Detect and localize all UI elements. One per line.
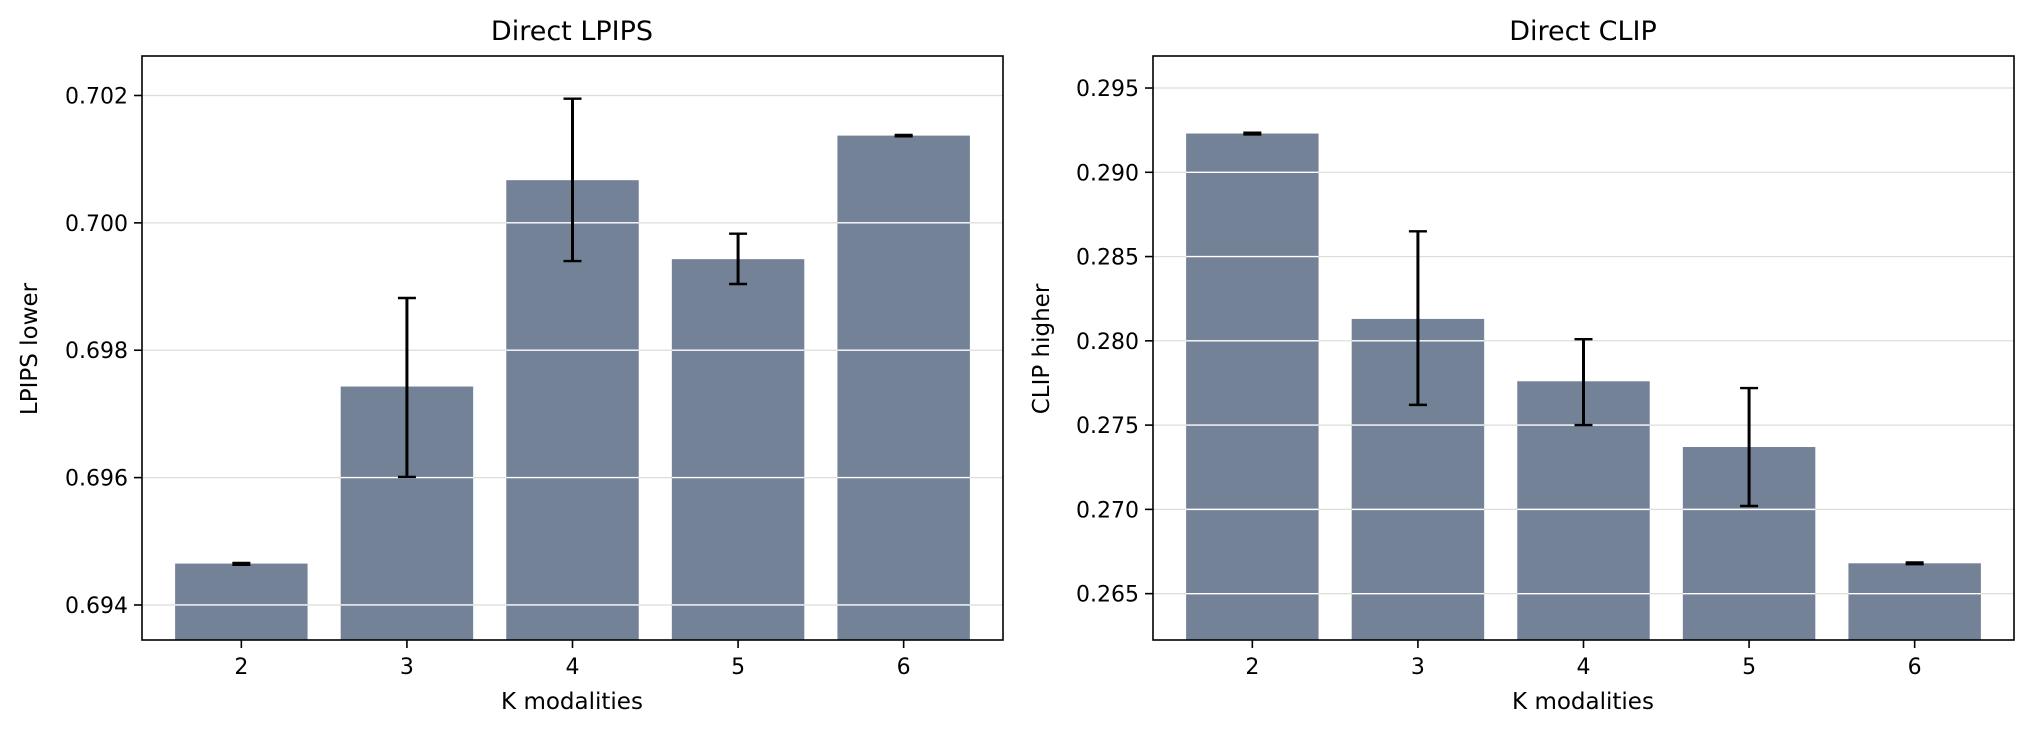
y-tick-label: 0.698 bbox=[65, 339, 128, 364]
error-bar bbox=[232, 561, 251, 567]
bar bbox=[671, 259, 805, 640]
x-tick-label: 2 bbox=[1245, 655, 1259, 680]
x-axis-label: K modalities bbox=[501, 689, 643, 715]
y-tick-label: 0.280 bbox=[1076, 330, 1139, 355]
bar bbox=[1186, 133, 1319, 640]
y-tick-label: 0.702 bbox=[65, 84, 128, 109]
bar bbox=[1848, 563, 1981, 640]
y-tick-label: 0.700 bbox=[65, 212, 128, 237]
y-tick-label: 0.265 bbox=[1076, 583, 1139, 608]
x-tick-label: 3 bbox=[400, 655, 414, 680]
x-tick-label: 3 bbox=[1411, 655, 1425, 680]
error-bar bbox=[1243, 131, 1262, 136]
error-bar bbox=[1740, 386, 1759, 508]
error-bar bbox=[729, 232, 748, 286]
x-tick-label: 4 bbox=[1577, 655, 1591, 680]
x-tick-label: 6 bbox=[1908, 655, 1922, 680]
y-axis-label: LPIPS lower bbox=[17, 282, 43, 415]
x-tick-label: 2 bbox=[234, 655, 248, 680]
x-tick-label: 5 bbox=[731, 655, 745, 680]
y-tick-label: 0.270 bbox=[1076, 498, 1139, 523]
x-tick-label: 4 bbox=[566, 655, 580, 680]
error-bar bbox=[1408, 230, 1427, 407]
chart-panel-clip: Direct CLIP K modalities CLIP higher 0.2… bbox=[1029, 16, 2015, 715]
error-bar bbox=[563, 97, 582, 263]
y-tick-label: 0.295 bbox=[1076, 77, 1139, 102]
y-tick-label: 0.696 bbox=[65, 467, 128, 492]
y-tick-label: 0.275 bbox=[1076, 414, 1139, 439]
error-bar bbox=[1905, 561, 1924, 566]
bar bbox=[837, 135, 970, 640]
y-tick-label: 0.290 bbox=[1076, 161, 1139, 186]
bar bbox=[175, 563, 308, 640]
y-axis-label: CLIP higher bbox=[1029, 283, 1055, 414]
error-bar bbox=[397, 296, 416, 479]
x-axis-label: K modalities bbox=[1512, 689, 1654, 715]
chart-panel-lpips: Direct LPIPS K modalities LPIPS lower 0.… bbox=[17, 16, 1004, 715]
y-tick-label: 0.694 bbox=[65, 594, 128, 619]
x-tick-label: 5 bbox=[1742, 655, 1756, 680]
y-tick-label: 0.285 bbox=[1076, 246, 1139, 271]
x-tick-label: 6 bbox=[897, 655, 911, 680]
error-bar bbox=[1574, 337, 1593, 427]
chart-title: Direct CLIP bbox=[1509, 16, 1657, 47]
chart-title: Direct LPIPS bbox=[491, 16, 653, 47]
error-bar bbox=[894, 133, 913, 138]
